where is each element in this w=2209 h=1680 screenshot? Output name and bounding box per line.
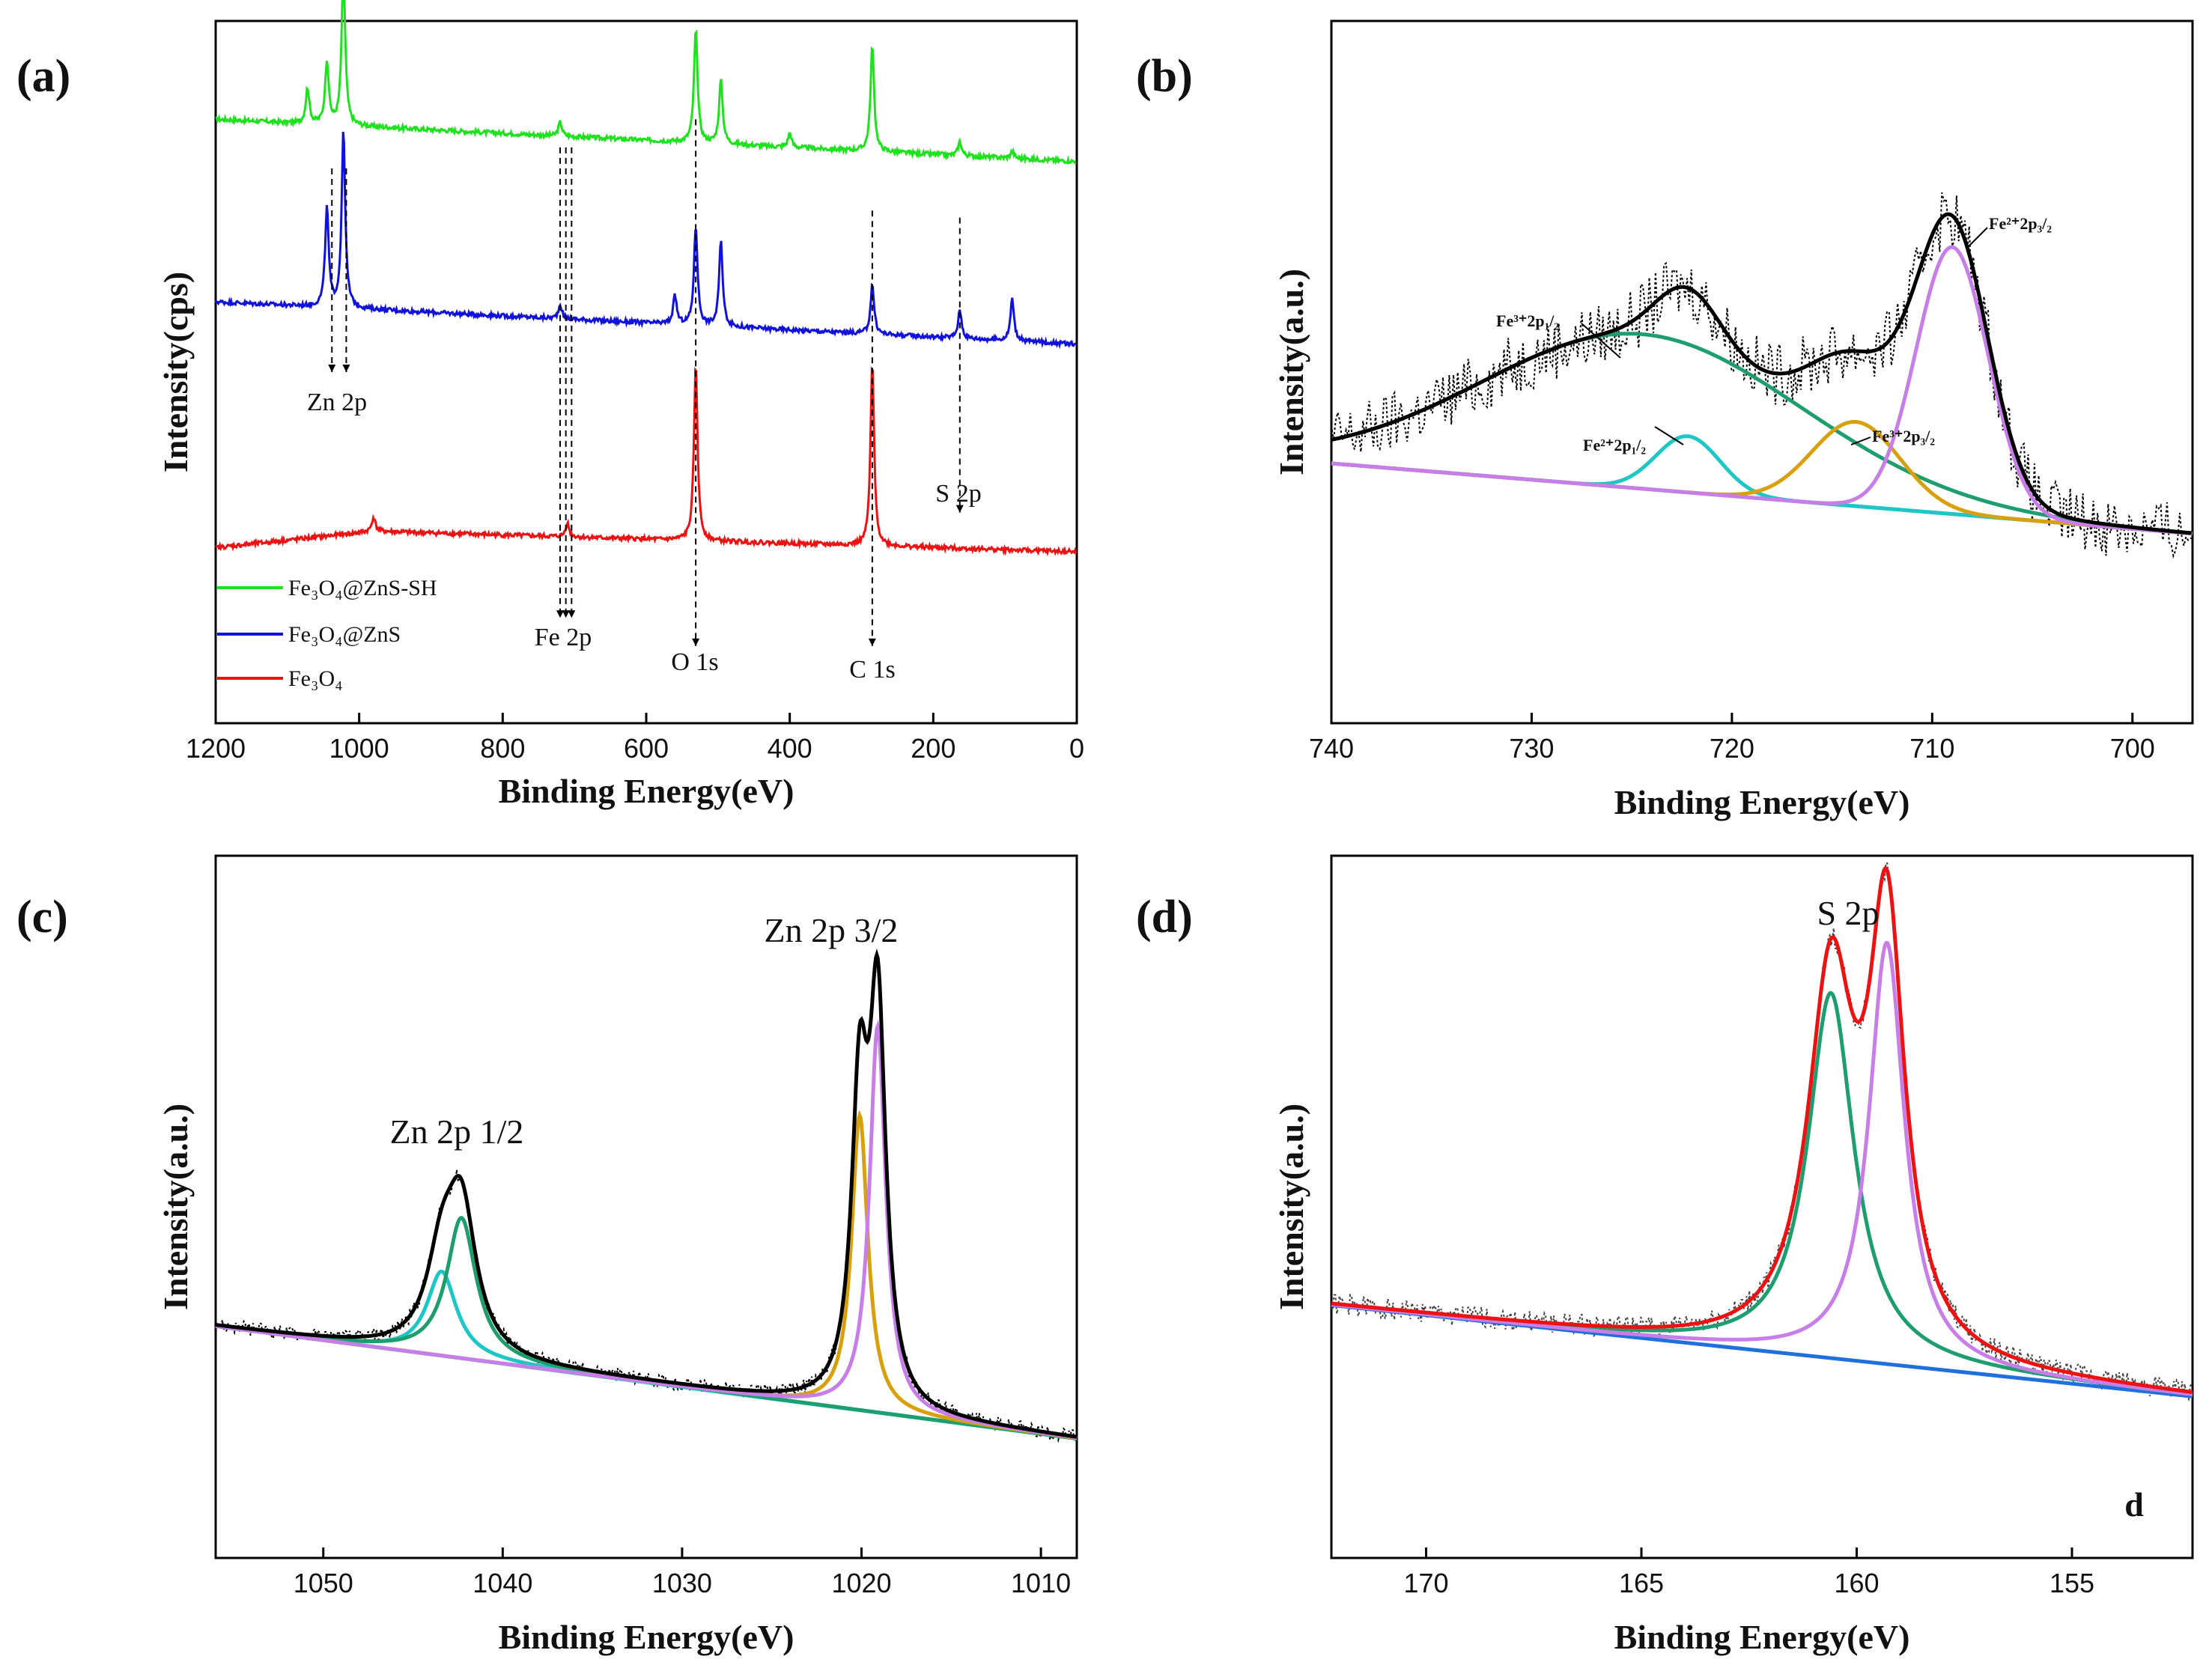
- peak-guide-arrow: [556, 610, 564, 618]
- x-tick-label: 1020: [831, 1568, 891, 1598]
- annotation-fe2-2p32: Fe²⁺2p₃/₂: [1989, 214, 2052, 233]
- panel-b: (b) 740 730 720 710 700 Binding Energy(eV) I…: [1136, 19, 2194, 821]
- x-ticks-d: 170 165 160 155: [1403, 1547, 2094, 1598]
- legend-a: Fe₃O₄@ZnS-SH Fe₃O₄@ZnS Fe₃O₄: [217, 576, 437, 691]
- x-ticks-b: 740 730 720 710 700: [1309, 713, 2155, 764]
- series-a: [214, 0, 1078, 557]
- fit-envelope-c: [215, 949, 1078, 1439]
- series-line-Fe3O4@ZnS: [214, 131, 1077, 350]
- panel-label-b: (b): [1136, 51, 1193, 102]
- x-tick-label: 720: [1710, 733, 1754, 764]
- peak-guide-arrow: [955, 505, 964, 513]
- annotation-fe2-2p12: Fe²⁺2p₁/₂: [1583, 436, 1646, 454]
- component-Fe2+ 2p3/2: [1331, 245, 2192, 536]
- plot-frame-c: [214, 854, 1078, 1559]
- series-c: [215, 949, 1078, 1443]
- series-line-Fe3O4@ZnS-SH: [215, 0, 1077, 165]
- x-tick-label: 400: [768, 733, 812, 764]
- legend-label-fe3o4-zns: Fe₃O₄@ZnS: [288, 622, 401, 647]
- x-tick-label: 170: [1403, 1568, 1448, 1598]
- x-axis-label-a: Binding Energy(eV): [499, 772, 794, 810]
- x-tick-label: 1040: [473, 1568, 532, 1598]
- peak-guide-arrow: [342, 365, 350, 372]
- peak-guide-arrow: [692, 638, 700, 646]
- x-tick-label: 1010: [1011, 1568, 1071, 1598]
- peak-guide-arrow: [568, 610, 576, 618]
- x-tick-label: 1200: [186, 733, 246, 764]
- panel-label-a: (a): [16, 51, 70, 102]
- y-axis-label-d: Intensity(a.u.): [1272, 1104, 1310, 1310]
- legend-label-fe3o4: Fe₃O₄: [288, 666, 343, 691]
- component-Fe3+ 2p1/2: [1331, 332, 2193, 535]
- fit-envelope-d: [1331, 865, 2193, 1395]
- annotation-c1s: C 1s: [849, 656, 895, 684]
- panel-label-d: (d): [1136, 892, 1193, 943]
- x-tick-label: 200: [911, 733, 955, 764]
- annotation-zn2p: Zn 2p: [307, 389, 367, 416]
- x-tick-label: 800: [480, 733, 525, 764]
- component-S 2p1/2: [1331, 940, 2193, 1396]
- x-tick-label: 0: [1069, 733, 1084, 764]
- raw-data-d: [1331, 861, 2193, 1401]
- x-tick-label: 1000: [329, 733, 389, 764]
- component-Zn 2p1/2 (b): [215, 1216, 1078, 1440]
- panel-a: (a) 1200 1000 800 600 400 200 0 Binding Energy…: [16, 0, 1084, 810]
- panel-d: (d) 170 165 160 155 Binding Energy(eV) Inte…: [1136, 854, 2194, 1656]
- x-tick-label: 1030: [652, 1568, 712, 1598]
- series-b: [1331, 192, 2193, 559]
- x-tick-label: 740: [1309, 733, 1354, 764]
- peak-guide-arrow: [328, 365, 336, 372]
- annotation-arrow-fe3-2p12: [1581, 323, 1621, 359]
- x-tick-label: 600: [624, 733, 669, 764]
- x-tick-label: 730: [1509, 733, 1554, 764]
- x-tick-label: 160: [1834, 1568, 1879, 1598]
- peak-guide-arrow: [562, 610, 570, 618]
- x-axis-label-b: Binding Energy(eV): [1614, 783, 1910, 821]
- legend-label-fe3o4-zns-sh: Fe₃O₄@ZnS-SH: [288, 576, 437, 600]
- plot-frame-b: [1330, 19, 2194, 725]
- plot-frame-d: [1330, 854, 2194, 1559]
- annotation-s2p-d: S 2p: [1817, 894, 1879, 932]
- component-S 2p3/2: [1331, 990, 2193, 1396]
- x-tick-label: 1050: [294, 1568, 353, 1598]
- annotation-fe3-2p12: Fe³⁺2p₁/₂: [1496, 311, 1559, 330]
- x-axis-label-d: Binding Energy(eV): [1614, 1618, 1910, 1656]
- x-axis-label-c: Binding Energy(eV): [499, 1618, 794, 1656]
- annotation-arrow-fe2-2p32: [1967, 227, 1988, 248]
- component-Zn 2p3/2 (b): [215, 1020, 1078, 1440]
- y-axis-label-c: Intensity(a.u.): [157, 1104, 195, 1310]
- x-tick-label: 155: [2050, 1568, 2094, 1598]
- series-line-Fe3O4: [215, 366, 1078, 557]
- series-d: [1331, 861, 2193, 1401]
- component-Zn 2p3/2 (a): [215, 1110, 1078, 1440]
- x-tick-label: 700: [2110, 733, 2155, 764]
- raw-data-c: [215, 954, 1077, 1443]
- annotation-arrow-fe2-2p12: [1654, 426, 1684, 445]
- panel-label-c: (c): [16, 892, 68, 943]
- fit-envelope-b: [1331, 212, 2193, 535]
- x-ticks-c: 1050 1040 1030 1020 1010: [294, 1547, 1071, 1598]
- peak-guides-a: [328, 119, 964, 646]
- annotation-s2p: S 2p: [935, 480, 981, 508]
- panel-c: (c) 1050 1040 1030 1020 1010 Binding Energy(…: [16, 854, 1078, 1656]
- y-axis-label-a: Intensity(cps): [157, 272, 195, 472]
- annotation-arrow-fe3-2p32: [1850, 436, 1871, 445]
- peak-guide-arrow: [868, 638, 876, 646]
- annotation-o1s: O 1s: [671, 648, 718, 676]
- annotation-fe2p: Fe 2p: [535, 624, 592, 651]
- annotation-zn2p32: Zn 2p 3/2: [765, 911, 899, 949]
- raw-data-b: [1331, 192, 2193, 559]
- x-tick-label: 165: [1619, 1568, 1664, 1598]
- x-tick-label: 710: [1909, 733, 1954, 764]
- annotation-zn2p12: Zn 2p 1/2: [390, 1113, 524, 1151]
- annotation-fe3-2p32: Fe³⁺2p₃/₂: [1872, 427, 1935, 445]
- plot-frame-a: [214, 19, 1078, 725]
- y-axis-label-b: Intensity(a.u.): [1272, 269, 1310, 475]
- x-ticks-a: 1200 1000 800 600 400 200 0: [186, 713, 1084, 764]
- annotation-d-corner: d: [2124, 1485, 2144, 1524]
